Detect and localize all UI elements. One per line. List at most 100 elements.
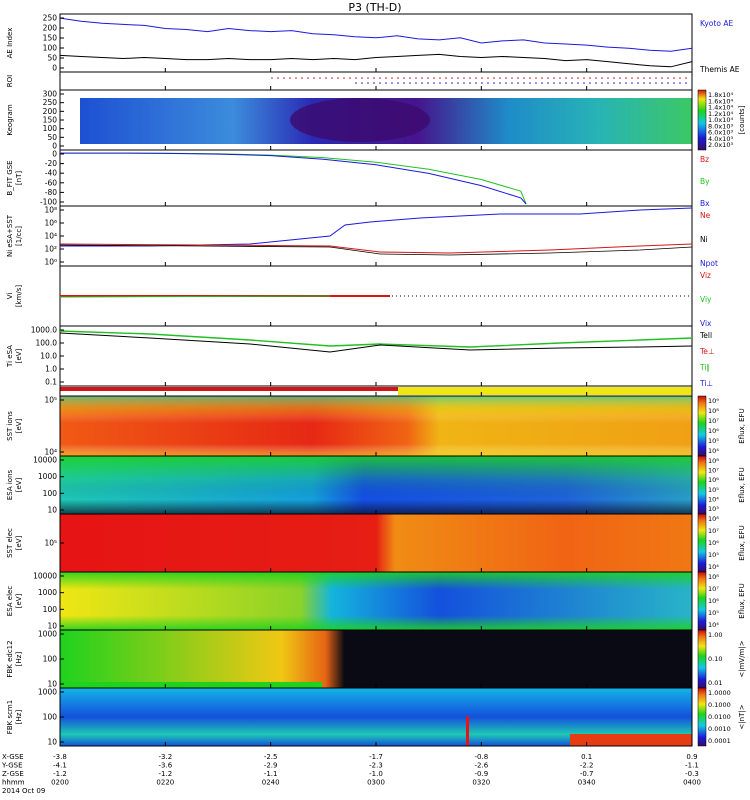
x-axis-value: -3.6 <box>158 762 172 770</box>
legend-entry: Ni <box>700 235 708 244</box>
sst-e-colorbar <box>697 513 707 573</box>
mode-bar-red <box>60 387 398 391</box>
y-tick-label: 100 <box>43 44 58 53</box>
x-axis-value: 0320 <box>472 779 490 787</box>
x-axis-value: 0200 <box>51 779 69 787</box>
colorbar-tick-label: 10⁵ <box>708 486 719 494</box>
roi-flag-dot <box>595 82 597 84</box>
sst-e-spectrogram <box>60 514 692 572</box>
sst-i-colorbar <box>697 395 707 457</box>
series-line-kyoto-ae <box>59 17 693 52</box>
panel-roi: ROI <box>6 71 693 91</box>
roi-flag-dot <box>355 82 357 84</box>
y-tick-label: 10 <box>47 680 57 689</box>
y-tick-label: 100 <box>43 713 58 722</box>
roi-flag-dot <box>583 82 585 84</box>
roi-flag-dot <box>595 77 597 79</box>
x-axis-value: -0.8 <box>474 753 488 761</box>
roi-flag-dot <box>547 82 549 84</box>
colorbar-tick-label: 0.10 <box>708 655 722 663</box>
roi-flag-dot <box>319 77 321 79</box>
roi-flag-dot <box>457 77 459 79</box>
roi-flag-dot <box>631 82 633 84</box>
colorbar-tick-label: 0.1000 <box>708 701 731 709</box>
fbk-e-colorbar-label: <|mV/m|> <box>738 640 746 677</box>
colorbar-tick-label: 0.01 <box>708 679 722 687</box>
roi-flag-dot <box>553 77 555 79</box>
roi-flag-dot <box>553 82 555 84</box>
roi-flag-dot <box>505 82 507 84</box>
esa-e-ylabel: ESA elec <box>6 586 14 617</box>
roi-flag-dot <box>667 82 669 84</box>
roi-flag-dot <box>403 82 405 84</box>
sst-e-colorbar-label: Eflux, EFU <box>738 525 746 560</box>
roi-flag-dot <box>295 77 297 79</box>
roi-flag-dot <box>421 82 423 84</box>
roi-flag-dot <box>409 82 411 84</box>
roi-flag-dot <box>577 77 579 79</box>
y-tick-label: 200 <box>43 107 58 116</box>
series-line-ne <box>59 243 693 254</box>
colorbar-tick-label: 1.6x10⁴ <box>708 97 733 105</box>
roi-flag-dot <box>517 77 519 79</box>
roi-flag-dot <box>511 82 513 84</box>
roi-flag-dot <box>451 77 453 79</box>
roi-flag-dot <box>577 82 579 84</box>
y-tick-label: 150 <box>43 116 58 125</box>
y-tick-label: 1.0 <box>45 365 57 374</box>
roi-flag-dot <box>385 77 387 79</box>
velocity-yunits: [km/s] <box>15 285 23 308</box>
roi-flag-dot <box>427 77 429 79</box>
y-tick-label: 10⁰ <box>44 258 57 267</box>
y-tick-label: 10⁶ <box>44 219 57 228</box>
panel-esa-i: ESA ions [eV]1000010001001010⁸10⁷10⁶10⁵10… <box>6 455 746 515</box>
x-axis-value: -0.9 <box>474 770 488 778</box>
y-tick-label: 10⁵ <box>44 539 57 548</box>
esa-e-colorbar-label: Eflux, EFU <box>738 583 746 618</box>
roi-flag-dot <box>631 77 633 79</box>
roi-flag-dot <box>421 77 423 79</box>
roi-flag-dot <box>613 82 615 84</box>
x-axis-row-label: hhmm <box>2 779 25 787</box>
x-axis-value: -1.2 <box>158 770 172 778</box>
y-tick-label: 0 <box>52 142 57 151</box>
colorbar-tick-label: 10⁴ <box>708 621 719 629</box>
y-tick-label: 200 <box>43 24 58 33</box>
roi-flag-dot <box>517 82 519 84</box>
roi-flag-dot <box>571 82 573 84</box>
y-tick-label: 50 <box>47 54 57 63</box>
y-tick-label: 0.1 <box>45 378 57 387</box>
colorbar-tick-label: 10⁸ <box>708 407 719 415</box>
roi-flag-dot <box>361 82 363 84</box>
y-tick-label: 10000 <box>33 572 57 581</box>
esa-i-colorbar-label: Eflux, EFU <box>738 467 746 502</box>
y-tick-label: 0 <box>52 150 57 159</box>
y-tick-label: -100 <box>40 198 57 207</box>
roi-flag-dot <box>433 77 435 79</box>
roi-flag-dot <box>535 77 537 79</box>
colorbar-tick-label: 10⁷ <box>708 417 719 425</box>
roi-flag-dot <box>499 77 501 79</box>
roi-flag-dot <box>493 82 495 84</box>
roi-flag-dot <box>679 82 681 84</box>
roi-flag-dot <box>523 77 525 79</box>
sst-i-spectrogram-shading <box>60 396 692 456</box>
colorbar-tick-label: 10⁷ <box>708 585 719 593</box>
colorbar-tick-label: 10³ <box>708 505 719 513</box>
roi-flag-dot <box>283 77 285 79</box>
roi-flag-dot <box>463 82 465 84</box>
keogram-colorbar-label: [counts] <box>738 105 746 134</box>
y-tick-label: 250 <box>43 14 58 23</box>
keogram-colorbar <box>697 89 707 151</box>
y-tick-label: 1000 <box>38 472 57 481</box>
y-tick-label: 0 <box>52 64 57 73</box>
ae-ylabel: AE Index <box>6 28 14 59</box>
y-tick-label: 300 <box>43 90 58 99</box>
fbk-b-colorbar <box>697 687 707 747</box>
roi-flag-dot <box>325 77 327 79</box>
roi-flag-dot <box>451 82 453 84</box>
legend-entry: Bx <box>700 199 710 208</box>
y-tick-label: 10⁴ <box>44 232 57 241</box>
roi-flag-dot <box>685 82 687 84</box>
